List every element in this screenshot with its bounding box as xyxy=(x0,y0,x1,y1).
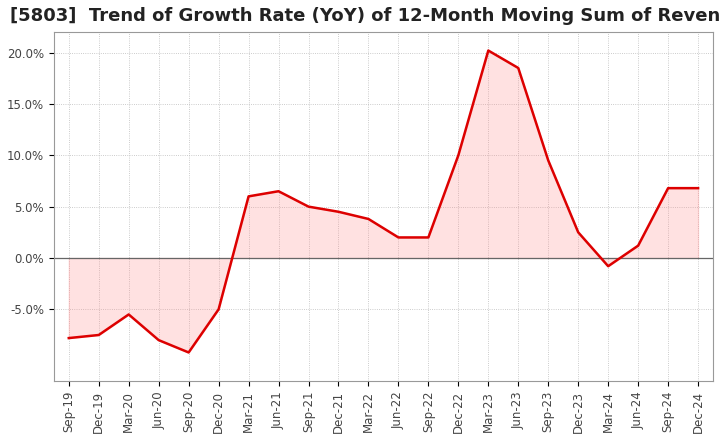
Title: [5803]  Trend of Growth Rate (YoY) of 12-Month Moving Sum of Revenues: [5803] Trend of Growth Rate (YoY) of 12-… xyxy=(11,7,720,25)
